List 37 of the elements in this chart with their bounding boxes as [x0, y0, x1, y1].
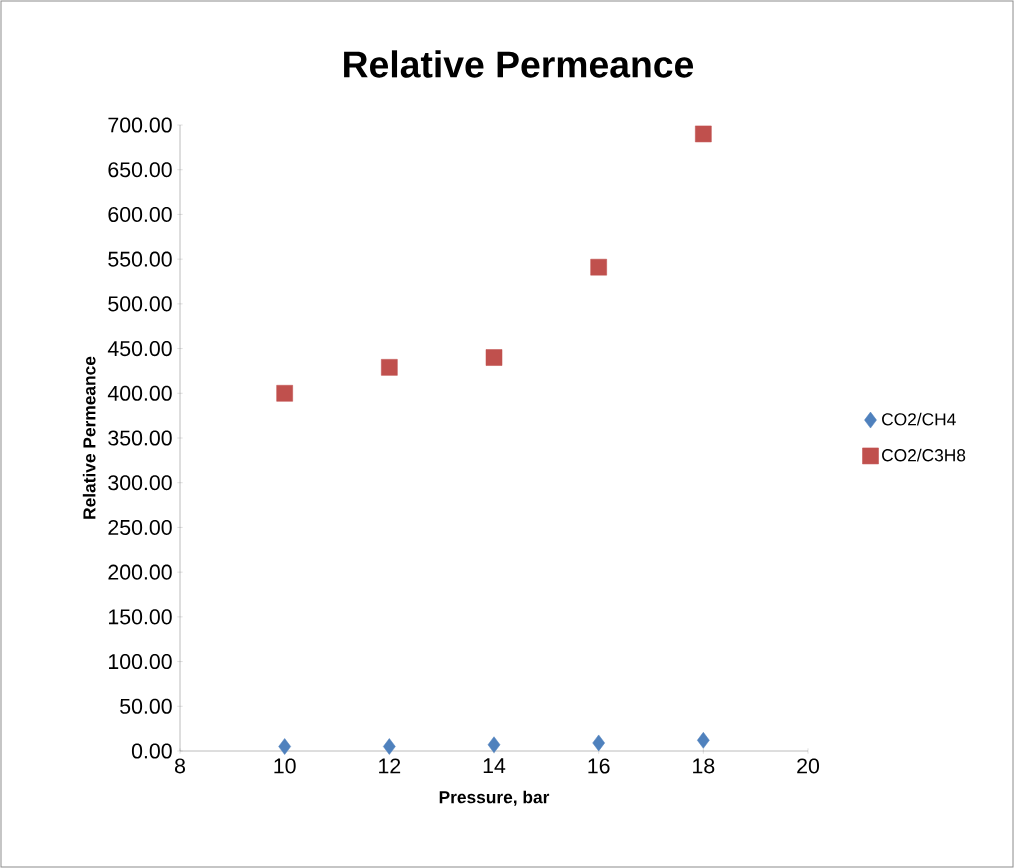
x-tick-label: 18: [693, 758, 715, 774]
y-tick-label: 100.00: [109, 654, 172, 670]
y-tick-label: 550.00: [108, 251, 172, 267]
x-tick-label: 12: [379, 758, 401, 774]
point: [276, 385, 293, 402]
x-tick-label: 8: [174, 758, 186, 774]
y-tick-label: 400.00: [107, 385, 172, 401]
y-tick-label: 450.00: [107, 341, 172, 357]
point: [590, 258, 607, 276]
y-tick-label: 150.00: [109, 609, 172, 625]
point: [381, 359, 398, 376]
point: [695, 125, 712, 143]
y-tick-label: 600.00: [108, 206, 172, 222]
legend-label: CO2/CH4: [882, 412, 956, 426]
point: [487, 736, 501, 754]
y-tick-label: 250.00: [108, 519, 172, 535]
point: [485, 349, 503, 366]
legend-label: CO2/C3H8: [882, 448, 966, 462]
y-tick-label: 500.00: [108, 296, 172, 312]
y-tick-label: 700.00: [108, 117, 172, 133]
y-tick-label: 300.00: [108, 475, 172, 491]
x-axis-title: Pressure, bar: [439, 790, 550, 806]
point: [383, 738, 396, 755]
x-tick-label: 14: [483, 758, 506, 774]
y-tick-label: 0.00: [131, 743, 172, 759]
y-tick-label: 350.00: [108, 430, 172, 446]
y-axis-title: Relative Permeance: [82, 356, 96, 519]
y-tick-label: 650.00: [108, 162, 172, 178]
x-tick-label: 16: [588, 758, 610, 774]
y-tick-label: 50.00: [120, 698, 172, 714]
chart-title: Relative Permeance: [344, 50, 694, 78]
point: [697, 732, 710, 749]
y-tick-label: 200.00: [108, 564, 172, 580]
point: [278, 738, 291, 755]
point: [592, 734, 605, 752]
x-tick-label: 20: [797, 758, 820, 774]
x-tick-label: 10: [274, 758, 296, 774]
